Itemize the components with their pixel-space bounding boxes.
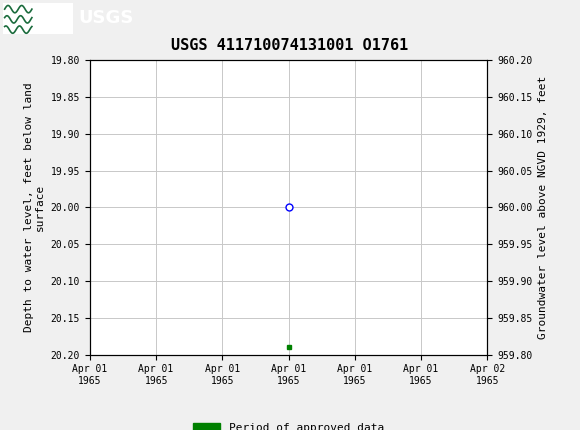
Y-axis label: Groundwater level above NGVD 1929, feet: Groundwater level above NGVD 1929, feet xyxy=(538,76,548,339)
Legend: Period of approved data: Period of approved data xyxy=(188,418,389,430)
Text: USGS: USGS xyxy=(78,9,133,27)
Y-axis label: Depth to water level, feet below land
surface: Depth to water level, feet below land su… xyxy=(24,83,45,332)
Text: USGS 411710074131001 O1761: USGS 411710074131001 O1761 xyxy=(171,38,409,52)
Bar xyxy=(3,3,72,34)
